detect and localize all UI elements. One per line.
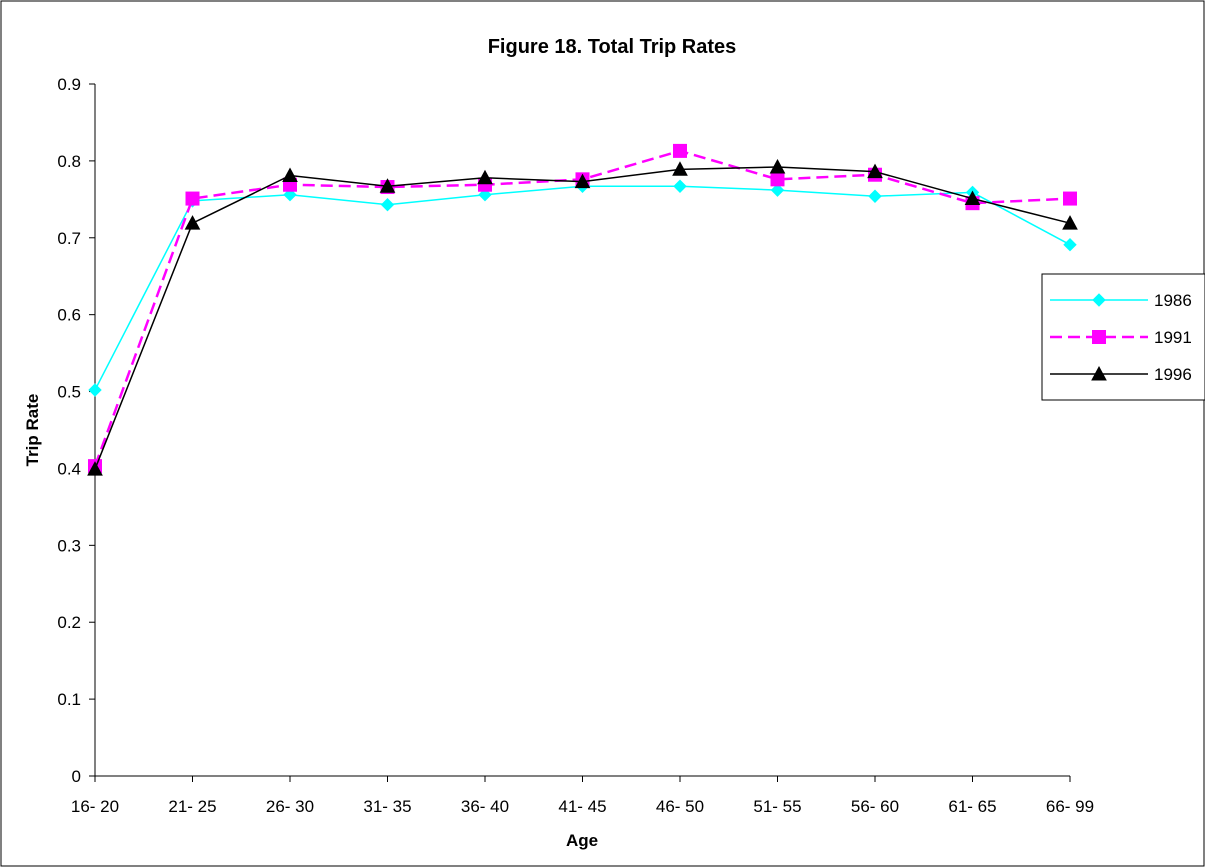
legend-label: 1991	[1154, 328, 1192, 347]
legend-marker-1986	[1092, 293, 1106, 307]
x-axis-title: Age	[566, 831, 598, 850]
data-point-1986	[673, 179, 687, 193]
data-point-1996	[769, 158, 786, 174]
y-tick-label: 0.9	[57, 75, 81, 94]
y-tick-label: 0.3	[57, 536, 81, 555]
data-point-1986	[1063, 237, 1077, 252]
x-tick-label: 31- 35	[363, 797, 411, 816]
x-tick-label: 16- 20	[71, 797, 119, 816]
data-point-1996	[282, 167, 298, 182]
x-tick-label: 66- 99	[1046, 797, 1094, 816]
data-point-1986	[88, 383, 102, 397]
data-point-1996	[867, 163, 883, 179]
data-point-1996	[87, 461, 103, 476]
x-tick-label: 36- 40	[461, 797, 509, 816]
data-point-1996	[574, 173, 591, 189]
y-tick-label: 0.2	[57, 613, 81, 632]
y-tick-label: 0.7	[57, 229, 81, 248]
x-tick-label: 41- 45	[558, 797, 606, 816]
x-tick-label: 26- 30	[266, 797, 314, 816]
chart-title: Figure 18. Total Trip Rates	[488, 36, 737, 58]
data-point-1991	[185, 191, 200, 206]
y-tick-label: 0.5	[57, 383, 81, 402]
legend-marker-1991	[1092, 330, 1106, 344]
y-tick-label: 0.4	[57, 459, 81, 478]
legend-marker-1996	[1091, 365, 1107, 381]
y-tick-label: 0.1	[57, 690, 81, 709]
data-point-1996	[379, 178, 396, 193]
data-point-1991	[673, 143, 687, 158]
data-point-1986	[770, 183, 785, 197]
y-axis-title: Trip Rate	[23, 394, 42, 467]
x-tick-label: 21- 25	[168, 797, 216, 816]
data-point-1996	[672, 161, 688, 176]
legend-label: 1986	[1154, 291, 1192, 310]
data-point-1991	[1063, 191, 1077, 206]
y-tick-label: 0.8	[57, 152, 81, 171]
legend-label: 1996	[1154, 365, 1192, 384]
data-point-1986	[868, 189, 882, 203]
x-tick-label: 61- 65	[948, 797, 996, 816]
plot-area: 0 0.1 0.2 0.3 0.4 0.5 0.6 0.7 0.8 0.9 16- 20 21- 25…	[57, 75, 1094, 816]
data-point-1996	[477, 169, 493, 185]
legend: 1986 1991 1996	[1041, 273, 1205, 401]
data-point-1996	[1062, 215, 1078, 230]
data-point-1991	[770, 172, 785, 187]
data-point-1996	[184, 215, 201, 230]
y-tick-label: 0.6	[57, 306, 81, 325]
data-point-1996	[964, 190, 981, 206]
x-tick-label: 51- 55	[753, 797, 801, 816]
data-point-1986	[380, 198, 395, 212]
y-tick-label: 0	[72, 767, 81, 786]
x-tick-label: 46- 50	[656, 797, 704, 816]
x-tick-label: 56- 60	[851, 797, 899, 816]
